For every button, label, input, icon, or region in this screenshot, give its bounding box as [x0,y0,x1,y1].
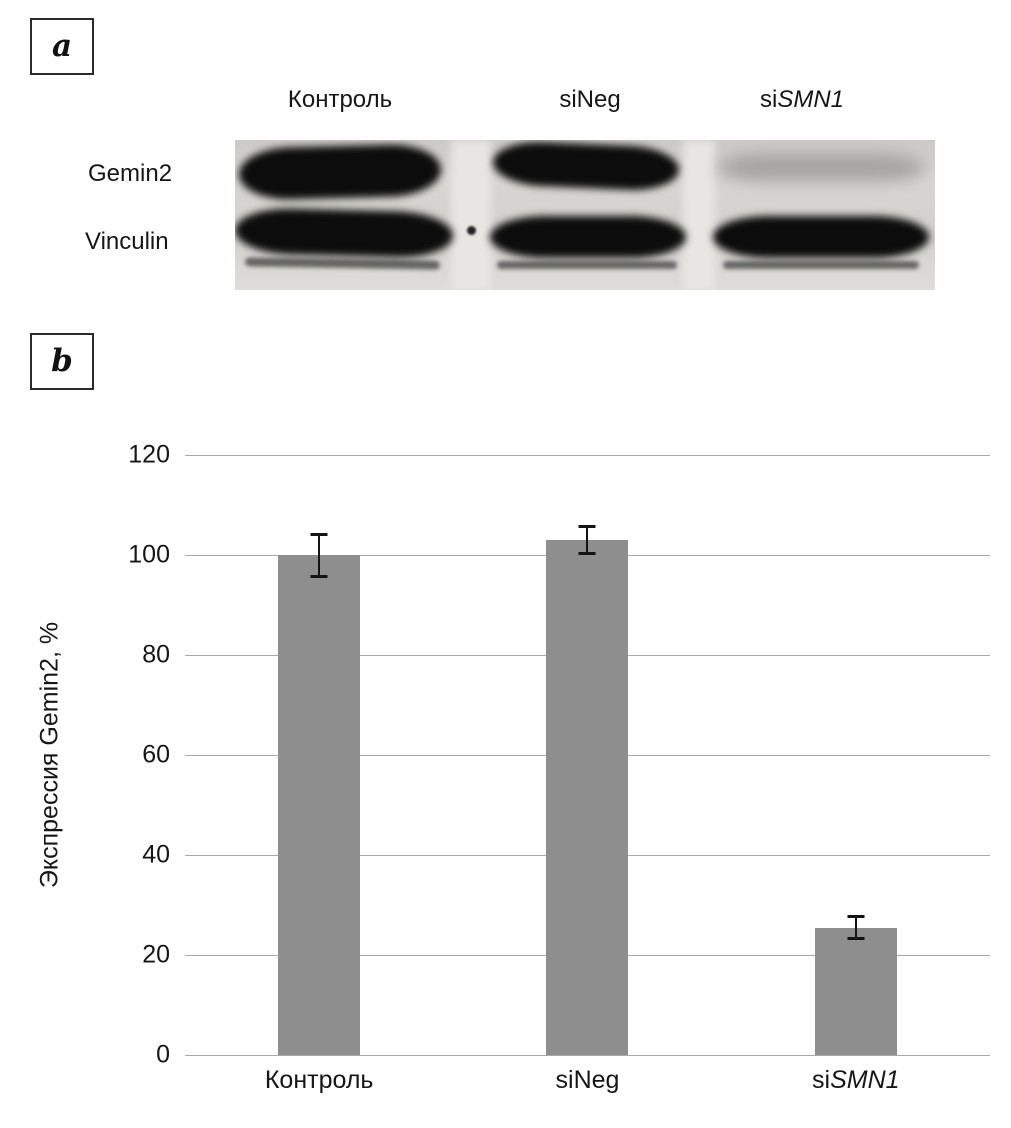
y-tick-labels: 0 20 40 60 80 100 120 [85,442,170,1067]
lane-label-sineg: siNeg [480,86,700,114]
lane-label-control: Контроль [230,86,450,114]
panel-a-letter: a [51,28,73,64]
band-vinculin-lane-sismn1 [713,216,929,258]
bar-Контроль [278,555,361,1055]
western-blot-image [235,140,935,290]
bar-slot-Контроль [185,455,453,1055]
blot-lane-gap [683,140,715,290]
band-gemin2-lane-sineg [492,140,680,193]
x-label-siNeg: siNeg [453,1066,721,1095]
label-part: siNeg [559,86,621,113]
band-vinculin-lane-control [235,207,454,259]
band-vinculin-echo-control [244,257,441,270]
x-label-siSMN1: siSMN1 [722,1066,990,1095]
lane-label-sismn1: siSMN1 [692,86,912,114]
y-tick-label-0: 0 [156,1040,170,1069]
y-tick-label-100: 100 [128,540,170,569]
error-bar-siSMN1 [847,915,865,940]
band-gemin2-lane-control [238,143,442,201]
label-part: Контроль [287,86,393,113]
y-tick-label-40: 40 [142,840,170,869]
blot-row-label-gemin2: Gemin2 [88,160,173,187]
error-bar-Контроль [310,532,328,578]
band-gemin2-lane-sismn1-faint [717,154,925,182]
band-vinculin-echo-sineg [497,261,677,269]
label-part: Контроль [264,1066,374,1094]
panel-a-label-box: a [30,18,94,75]
bar-slot-siNeg [453,455,721,1055]
label-part: SMN1 [830,1066,900,1094]
x-labels: Контроль siNeg siSMN1 [185,1066,990,1095]
x-label-Контроль: Контроль [185,1066,453,1095]
band-vinculin-lane-sineg [490,216,686,258]
gridline-0 [185,1055,990,1056]
bar-siNeg [546,540,629,1055]
blot-lane-gap [451,140,491,290]
y-axis-title: Экспрессия Gemin2, % [35,621,64,889]
label-part: si [812,1066,831,1094]
bars [185,455,990,1055]
error-bar-siNeg [578,525,596,555]
label-part: SMN1 [777,86,845,113]
blot-artifact-dot [467,226,476,235]
bar-siSMN1 [814,927,897,1055]
plot-area [185,455,990,1056]
bar-slot-siSMN1 [722,455,990,1055]
panel-b-letter: b [51,343,73,379]
y-tick-label-120: 120 [128,440,170,469]
blot-row-label-vinculin: Vinculin [85,228,169,255]
y-tick-label-20: 20 [142,940,170,969]
label-part: siNeg [555,1066,620,1094]
panel-b-label-box: b [30,333,94,390]
y-tick-label-60: 60 [142,740,170,769]
band-vinculin-echo-sismn1 [723,261,919,269]
y-tick-label-80: 80 [142,640,170,669]
gridline-120 [185,455,990,456]
label-part: si [759,86,778,113]
